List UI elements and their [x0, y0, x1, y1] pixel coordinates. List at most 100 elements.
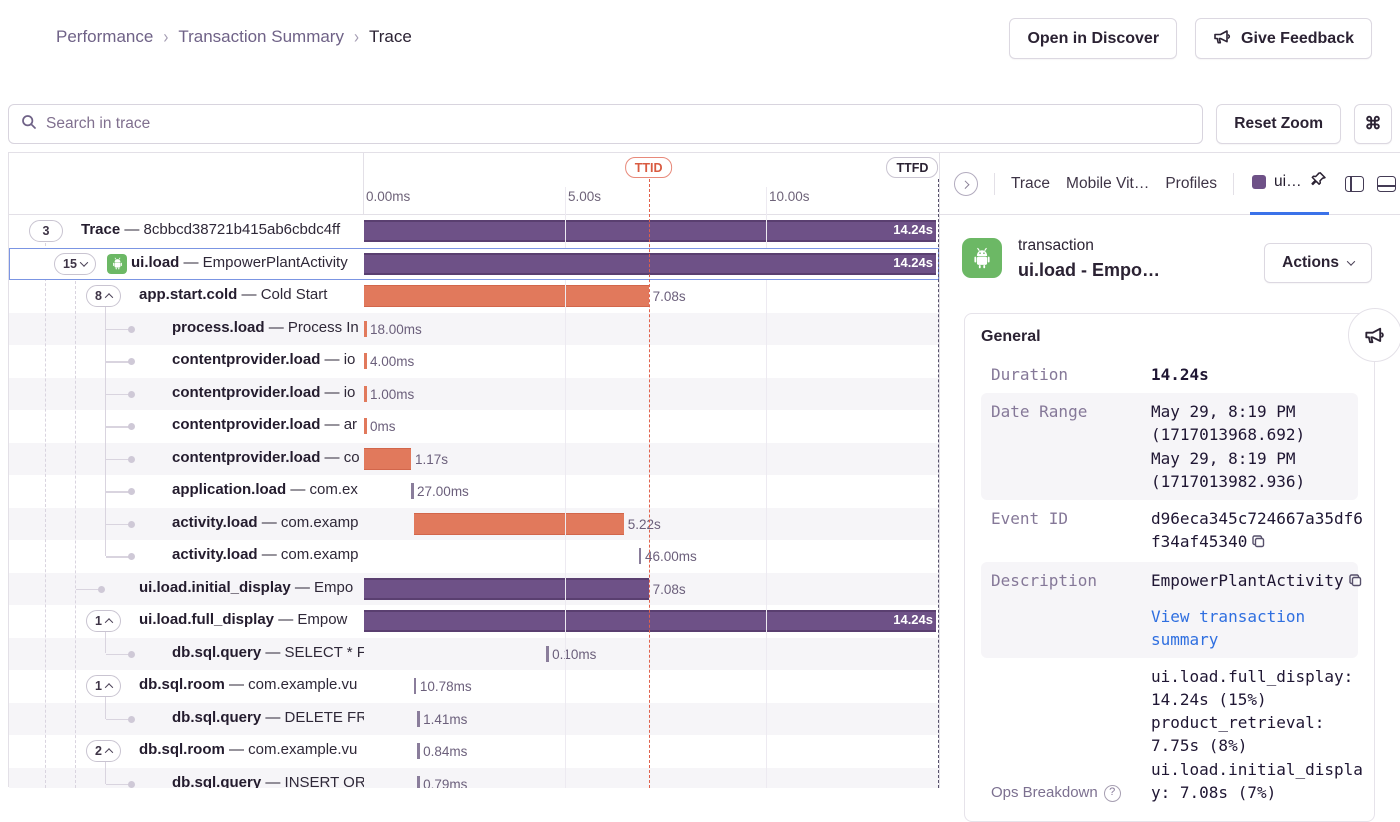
span-timeline-cell[interactable]: 7.08s [364, 280, 939, 313]
give-feedback-button[interactable]: Give Feedback [1195, 18, 1372, 59]
span-op: db.sql.room [139, 741, 225, 758]
span-timeline-cell[interactable]: 0.79ms [364, 768, 939, 788]
span-timeline-cell[interactable]: 1.17s [364, 443, 939, 476]
span-row[interactable]: process.load — Process In 18.00ms [9, 312, 939, 346]
span-duration-bar[interactable] [364, 252, 937, 275]
tab-profiles[interactable]: Profiles [1165, 174, 1218, 192]
collapse-panel-icon[interactable] [954, 171, 978, 196]
span-timeline-cell[interactable]: 0.84ms [364, 735, 939, 768]
span-row[interactable]: contentprovider.load — co 1.17s [9, 442, 939, 476]
child-count-badge[interactable]: 15 [54, 252, 96, 275]
span-row[interactable]: 2 db.sql.room — com.example.vu 0.84ms [9, 735, 939, 768]
span-row[interactable]: 1 db.sql.room — com.example.vu 10.78ms [9, 670, 939, 703]
app-header: Performance › Transaction Summary › Trac… [0, 0, 1400, 76]
span-timeline-cell[interactable]: 18.00ms [364, 313, 939, 346]
span-tree-cell[interactable]: process.load — Process In [9, 313, 364, 346]
span-tree-cell[interactable]: contentprovider.load — ar [9, 410, 364, 443]
span-tree-cell[interactable]: db.sql.query — DELETE FR [9, 703, 364, 736]
span-tree-cell[interactable]: 15 ui.load — EmpowerPlantActivity [9, 248, 364, 281]
child-count-badge[interactable]: 2 [86, 740, 121, 762]
reset-zoom-button[interactable]: Reset Zoom [1216, 104, 1341, 144]
copy-icon[interactable] [1348, 571, 1363, 594]
span-title: contentprovider.load — ar [172, 416, 357, 433]
breadcrumb-transaction-summary[interactable]: Transaction Summary [178, 27, 344, 46]
span-row[interactable]: contentprovider.load — io 1.00ms [9, 377, 939, 411]
span-timeline-cell[interactable]: 1.00ms [364, 378, 939, 411]
span-duration-bar[interactable] [364, 577, 649, 600]
span-tree-cell[interactable]: contentprovider.load — io [9, 345, 364, 378]
span-row[interactable]: db.sql.query — SELECT * F 0.10ms [9, 637, 939, 671]
span-duration-bar[interactable] [413, 512, 624, 535]
child-count-badge[interactable]: 8 [86, 285, 121, 307]
span-timeline-cell[interactable]: 5.22s [364, 508, 939, 541]
value-line: 14.24s [1151, 365, 1209, 384]
pin-icon[interactable] [1310, 171, 1327, 193]
span-tree-cell[interactable]: 2 db.sql.room — com.example.vu [9, 735, 364, 768]
span-duration-bar[interactable] [364, 610, 937, 632]
span-timeline-cell[interactable]: 14.24s [364, 248, 939, 281]
span-timeline-cell[interactable]: 7.08s [364, 573, 939, 606]
shortcut-button[interactable]: ⌘ [1354, 104, 1392, 144]
span-timeline-cell[interactable]: 27.00ms [364, 475, 939, 508]
span-tree-cell[interactable]: activity.load — com.examp [9, 508, 364, 541]
span-duration-bar[interactable] [364, 220, 937, 242]
span-timeline-cell[interactable]: 46.00ms [364, 540, 939, 573]
tab-mobile-vitals[interactable]: Mobile Vit… [1066, 174, 1150, 192]
span-tree-cell[interactable]: contentprovider.load — io [9, 378, 364, 411]
span-duration-bar[interactable] [364, 285, 649, 307]
span-duration-bar[interactable] [364, 447, 412, 470]
span-row[interactable]: 15 ui.load — EmpowerPlantActivity 14.24s [9, 247, 939, 281]
span-tree-cell[interactable]: application.load — com.ex [9, 475, 364, 508]
span-duration-tick [413, 678, 417, 694]
help-icon[interactable]: ? [1103, 784, 1121, 802]
span-row[interactable]: contentprovider.load — io 4.00ms [9, 345, 939, 378]
general-row-value: ui.load.full_display: 14.24s (15%) produc… [1151, 665, 1366, 804]
breadcrumb-performance[interactable]: Performance [56, 27, 154, 46]
actions-button[interactable]: Actions [1264, 243, 1372, 283]
span-tree-cell[interactable]: 3 Trace — 8cbbcd38721b415ab6cbdc4ff [9, 215, 364, 248]
child-count-badge[interactable]: 1 [86, 610, 121, 632]
span-tree-cell[interactable]: db.sql.query — SELECT * F [9, 638, 364, 671]
search-input[interactable]: Search in trace [8, 104, 1204, 144]
tree-connector [106, 393, 129, 395]
span-row[interactable]: 1 ui.load.full_display — Empow 14.24s [9, 605, 939, 638]
span-timeline-cell[interactable]: 1.41ms [364, 703, 939, 736]
span-row[interactable]: ui.load.initial_display — Empo 7.08s [9, 572, 939, 606]
tree-guide-line [105, 307, 106, 556]
span-row[interactable]: db.sql.query — INSERT OR 0.79ms [9, 767, 939, 788]
span-tree-cell[interactable]: ui.load.initial_display — Empo [9, 573, 364, 606]
span-timeline-cell[interactable]: 10.78ms [364, 670, 939, 703]
span-row[interactable]: 3 Trace — 8cbbcd38721b415ab6cbdc4ff 14.24s [9, 215, 939, 248]
span-row[interactable]: db.sql.query — DELETE FR 1.41ms [9, 702, 939, 736]
copy-icon[interactable] [1251, 532, 1266, 555]
span-row[interactable]: activity.load — com.examp 46.00ms [9, 540, 939, 573]
span-tree-cell[interactable]: 1 ui.load.full_display — Empow [9, 605, 364, 638]
child-count-badge[interactable]: 3 [29, 220, 63, 242]
span-timeline-cell[interactable]: 0ms [364, 410, 939, 443]
span-title: db.sql.query — SELECT * F [172, 644, 364, 661]
layout-bottom-panel-icon[interactable] [1376, 175, 1396, 192]
span-timeline-cell[interactable]: 14.24s [364, 215, 939, 248]
tab-ui-load-active[interactable]: ui… [1250, 153, 1329, 215]
span-timeline-cell[interactable]: 14.24s [364, 605, 939, 638]
layout-left-panel-icon[interactable] [1344, 175, 1364, 192]
span-row[interactable]: contentprovider.load — ar 0ms [9, 410, 939, 443]
span-tree-cell[interactable]: contentprovider.load — co [9, 443, 364, 476]
span-tree-cell[interactable]: db.sql.query — INSERT OR [9, 768, 364, 788]
span-tree-cell[interactable]: 8 app.start.cold — Cold Start [9, 280, 364, 313]
child-count-badge[interactable]: 1 [86, 675, 121, 697]
span-row[interactable]: activity.load — com.examp 5.22s [9, 507, 939, 541]
span-timeline-cell[interactable]: 4.00ms [364, 345, 939, 378]
tab-trace[interactable]: Trace [1011, 174, 1051, 192]
divider [994, 172, 995, 195]
span-row[interactable]: application.load — com.ex 27.00ms [9, 475, 939, 508]
tree-guide-line [105, 762, 106, 784]
open-in-discover-button[interactable]: Open in Discover [1009, 18, 1178, 59]
span-timeline-cell[interactable]: 0.10ms [364, 638, 939, 671]
span-tree-cell[interactable]: activity.load — com.examp [9, 540, 364, 573]
span-row[interactable]: 8 app.start.cold — Cold Start 7.08s [9, 280, 939, 313]
span-tree-cell[interactable]: 1 db.sql.room — com.example.vu [9, 670, 364, 703]
span-duration-tick [546, 645, 549, 662]
view-transaction-summary-link[interactable]: View transaction summary [1151, 606, 1306, 649]
feedback-megaphone-button[interactable] [1348, 308, 1400, 362]
